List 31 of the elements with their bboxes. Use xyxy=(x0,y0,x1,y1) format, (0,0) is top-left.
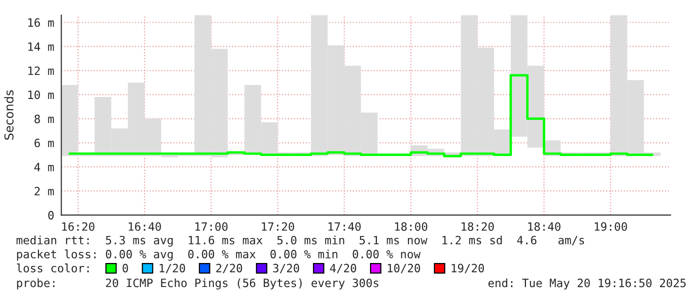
y-axis-title: Seconds xyxy=(4,90,14,140)
legend-label: 10/20 xyxy=(388,264,420,274)
x-tick-label: 17:00 xyxy=(195,222,228,231)
y-tick-label: 0 xyxy=(48,210,54,220)
x-tick-label: 16:40 xyxy=(128,222,161,231)
text: median rtt: 5.3 ms avg 11.6 ms max 5.0 ms min 5.1 ms now 1.2 ms sd 4.6 am/s xyxy=(16,236,584,247)
text: probe: 20 ICMP Echo Pings (56 Bytes) every 300s xyxy=(17,278,378,290)
text: packet loss: 0.00 % avg 0.00 % max 0.00 % min 0.00 % now xyxy=(17,250,421,261)
y-tick-label: 2 m xyxy=(34,186,54,196)
legend-label: 2/20 xyxy=(216,264,242,274)
x-tick-label: 16:20 xyxy=(62,222,94,231)
y-tick-label: 4 m xyxy=(34,162,54,172)
legend-label: 0 xyxy=(122,264,128,272)
legend-label: 3/20 xyxy=(273,264,300,274)
legend-label: 1/20 xyxy=(160,264,186,274)
y-tick-label: 6 m xyxy=(34,138,54,148)
x-tick-label: 18:20 xyxy=(462,222,494,231)
y-tick-label: 12 m xyxy=(28,66,54,75)
legend-label: 19/20 xyxy=(452,264,484,274)
x-tick-label: 18:00 xyxy=(395,222,428,231)
y-tick-label: 14 m xyxy=(28,42,54,51)
x-tick-label: 17:20 xyxy=(262,222,294,231)
x-tick-label: 17:40 xyxy=(328,222,361,231)
y-tick-label: 8 m xyxy=(34,114,54,124)
text: end: Tue May 20 19:16:50 2025 xyxy=(488,278,686,290)
x-tick-label: 18:40 xyxy=(528,222,560,231)
legend-title: loss color: xyxy=(16,264,89,272)
legend-label: 4/20 xyxy=(330,264,356,274)
y-tick-label: 10 m xyxy=(28,90,54,100)
y-tick-label: 16 m xyxy=(28,18,54,27)
x-tick-label: 19:00 xyxy=(594,222,627,231)
